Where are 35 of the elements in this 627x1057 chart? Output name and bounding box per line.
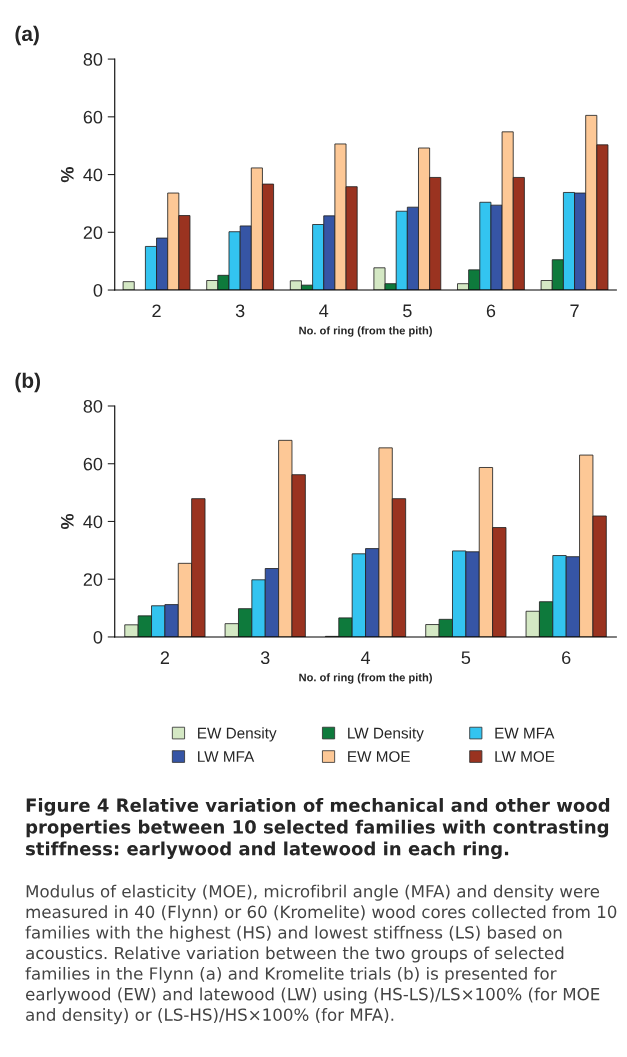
chart-title: (a) [15, 25, 39, 46]
legend-label: LW MFA [198, 751, 255, 762]
x-tick-label: 4 [360, 651, 371, 664]
text: Modulus of elasticity (MOE), microfibril angle (MFA) and density were measured in 40 (Flynn) or 60 (Kromelite) wood cores collected from 10 families with the highest (HS) and lowest stiffness (LS) based on acoustics. Relative variation between the two groups of selected families in the Flynn (a) and Kromelite trials (b) is presented for earlywood (EW) and latewood (LW) using (HS-LS)/LS×100% (for MOE and density) or (LS-HS)/HS×100% (for MFA). [25, 884, 617, 1025]
legend-label: EW MFA [495, 727, 555, 739]
x-axis-title: No. of ring (from the pith) [299, 326, 432, 337]
x-tick-label: 6 [486, 304, 496, 318]
x-tick-label: 2 [152, 304, 161, 318]
legend-label: EW MOE [348, 751, 410, 763]
y-tick-label: 0 [93, 283, 103, 297]
y-tick-label: 0 [93, 630, 103, 644]
x-tick-label: 4 [319, 304, 329, 318]
legend-label: LW Density [348, 727, 424, 742]
x-tick-label: 2 [160, 651, 170, 664]
x-axis-title: No. of ring (from the pith) [299, 673, 432, 684]
x-tick-label: 3 [235, 304, 245, 318]
y-tick-label: 80 [83, 399, 103, 413]
y-tick-label: 80 [83, 53, 103, 66]
x-tick-label: 6 [562, 651, 571, 665]
x-tick-label: 5 [403, 304, 412, 318]
x-tick-label: 3 [260, 651, 270, 665]
y-tick-label: 60 [83, 110, 103, 124]
legend-label: EW Density [198, 727, 277, 742]
y-axis-title: % [60, 513, 74, 530]
y-tick-label: 20 [83, 573, 103, 586]
chart-title: (b) [15, 372, 40, 393]
x-tick-label: 5 [461, 651, 471, 665]
y-tick-label: 40 [83, 515, 103, 529]
legend-label: LW MOE [495, 751, 555, 763]
y-tick-label: 60 [83, 457, 103, 471]
caption: Figure 4 Relative variation of mechanical and other wood properties between 10 selected families with contrasting stiffness: earlywood and latewood in each ring. [26, 798, 610, 860]
y-tick-label: 20 [83, 226, 103, 240]
x-tick-label: 7 [570, 304, 579, 318]
y-axis-title: % [60, 167, 74, 183]
y-tick-label: 40 [83, 168, 103, 182]
